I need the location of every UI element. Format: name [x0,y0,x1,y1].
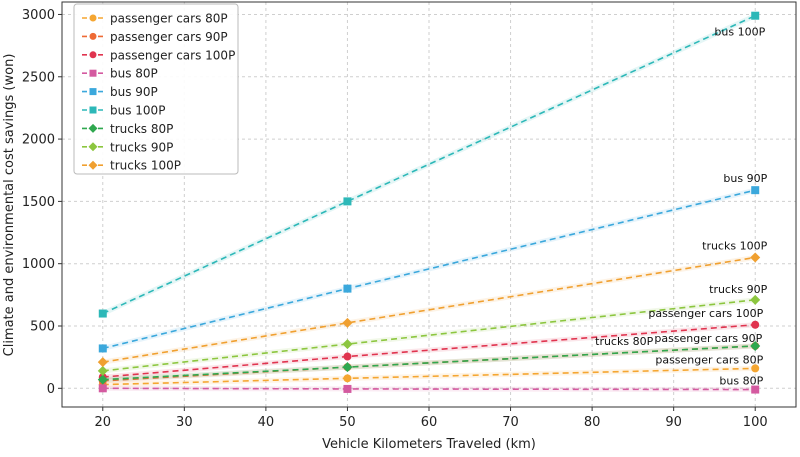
legend-label: bus 90P [110,85,158,99]
legend-label: passenger cars 80P [110,12,228,26]
y-axis: 0 500 1000 1500 2000 2500 3000 [22,8,62,397]
series-end-label: trucks 100P [702,239,767,252]
y-tick-label: 3000 [22,8,55,23]
series-end-label: passenger cars 80P [655,353,763,366]
series-group [97,11,761,394]
data-point [750,340,761,351]
data-point [751,186,760,195]
series-end-label: bus 90P [723,172,767,185]
legend-label: trucks 90P [110,140,173,154]
series-end-label: bus 80P [719,375,763,388]
series-end-label: bus 100P [714,26,765,39]
legend-item: bus 90P [82,85,158,99]
data-point [343,197,352,206]
x-tick-label: 80 [584,415,601,430]
end-labels: passenger cars 80P passenger cars 90P pass… [595,26,767,388]
data-point [750,252,761,263]
legend-item: passenger cars 80P [82,12,228,26]
y-tick-label: 2500 [22,70,55,85]
legend-marker [89,88,97,96]
legend-label: passenger cars 100P [110,48,235,62]
series-bus-80p [98,384,760,394]
legend-marker [88,142,98,152]
x-axis-label: Vehicle Kilometers Traveled (km) [322,437,536,452]
legend-item: passenger cars 90P [82,30,228,44]
legend-marker [89,51,97,59]
legend-label: bus 100P [110,104,165,118]
series-line [102,299,756,372]
legend: passenger cars 80P passenger cars 90P pass… [73,3,239,175]
legend-label: bus 80P [110,67,158,81]
data-point [97,374,108,385]
data-point [751,11,760,20]
data-point [342,362,353,373]
x-tick-label: 20 [95,415,112,430]
x-tick-label: 100 [743,415,768,430]
series-trucks-80p [97,340,761,385]
data-point [343,374,352,383]
y-axis-label: Climate and environmental cost savings (… [2,54,17,357]
x-tick-label: 60 [421,415,438,430]
data-point [751,320,760,329]
data-point [98,384,107,393]
legend-item: trucks 100P [82,159,181,173]
legend-marker [89,32,97,40]
y-tick-label: 2000 [22,133,55,148]
y-tick-label: 1000 [22,257,55,272]
legend-marker [89,106,97,114]
series-trucks-100p [97,252,761,368]
series-trucks-90p [97,294,761,376]
legend-item: trucks 80P [82,122,173,136]
legend-item: bus 100P [82,104,165,118]
series-bus-90p [98,186,760,353]
legend-box [73,3,239,175]
series-line [102,256,756,363]
y-tick-label: 0 [47,382,55,397]
series-end-label: trucks 90P [709,283,767,296]
series-end-label: passenger cars 90P [654,332,762,345]
data-point [98,309,107,318]
data-point [97,365,108,376]
legend-label: passenger cars 90P [110,30,228,44]
y-tick-label: 1500 [22,195,55,210]
data-point [751,364,760,373]
x-tick-label: 50 [339,415,356,430]
legend-marker [89,14,97,22]
x-tick-label: 70 [502,415,519,430]
series-end-label: trucks 80P [595,335,653,348]
legend-marker [88,160,98,170]
y-tick-label: 500 [30,320,55,335]
legend-item: bus 80P [82,67,158,81]
legend-label: trucks 100P [110,159,181,173]
data-point [751,385,760,394]
data-point [750,294,761,305]
data-point [97,357,108,368]
data-point [342,339,353,350]
legend-marker [88,123,98,133]
series-bus-100p [98,11,760,318]
legend-marker [89,69,97,77]
data-point [342,317,353,328]
legend-label: trucks 80P [110,122,173,136]
series-end-label: passenger cars 100P [648,307,763,320]
data-point [343,284,352,293]
legend-item: trucks 90P [82,140,173,154]
x-axis: 20 30 40 50 60 70 80 90 100 [95,407,768,430]
x-tick-label: 40 [258,415,275,430]
data-point [343,352,352,361]
x-tick-label: 90 [665,415,682,430]
x-tick-label: 30 [176,415,193,430]
data-point [343,384,352,393]
data-point [98,344,107,353]
legend-item: passenger cars 100P [82,48,235,62]
